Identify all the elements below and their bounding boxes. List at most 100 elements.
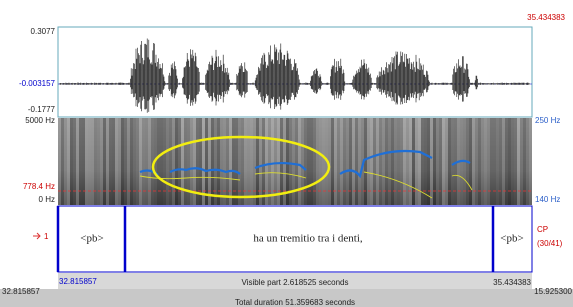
- spectrogram-column: [229, 118, 232, 205]
- spectrogram-column: [67, 118, 70, 205]
- spectrogram-column: [355, 118, 358, 205]
- spectrogram-column: [502, 118, 505, 205]
- spectrogram-column: [223, 118, 226, 205]
- spectrogram-column: [499, 118, 502, 205]
- spectrogram-column: [121, 118, 124, 205]
- spectrogram-column: [301, 118, 304, 205]
- spectrogram-column: [103, 118, 106, 205]
- spectrogram-column: [235, 118, 238, 205]
- spectrogram-column: [412, 118, 415, 205]
- spectrogram-column: [160, 118, 163, 205]
- spectrogram-column: [424, 118, 427, 205]
- spectrogram-column: [130, 118, 133, 205]
- spectrogram-column: [268, 118, 271, 205]
- spectrogram-column: [514, 118, 517, 205]
- spectrogram-column: [199, 118, 202, 205]
- spectrogram-column: [400, 118, 403, 205]
- visible-part: Visible part 2.618525 seconds: [241, 278, 348, 287]
- spectrogram-column: [139, 118, 142, 205]
- spectrogram-column: [76, 118, 79, 205]
- spectrogram-column: [64, 118, 67, 205]
- praat-editor: 0.3077 -0.003157 -0.1777 35.434383 5000 …: [0, 0, 573, 307]
- spectrogram-column: [487, 118, 490, 205]
- spectrogram-column: [85, 118, 88, 205]
- spectrogram-column: [334, 118, 337, 205]
- spectrogram-column: [418, 118, 421, 205]
- spectrogram-column: [508, 118, 511, 205]
- spectrogram-column: [127, 118, 130, 205]
- spectrogram-column: [250, 118, 253, 205]
- spectrogram-column: [202, 118, 205, 205]
- spectrogram-column: [445, 118, 448, 205]
- spectrogram-column: [358, 118, 361, 205]
- wave-mid: -0.003157: [19, 79, 56, 88]
- spectrogram-column: [58, 118, 61, 205]
- spectrogram-column: [436, 118, 439, 205]
- spectrogram-column: [214, 118, 217, 205]
- pitch-bottom: 140 Hz: [535, 195, 560, 204]
- spectrogram-column: [343, 118, 346, 205]
- spectrogram-column: [316, 118, 319, 205]
- spectrogram-column: [241, 118, 244, 205]
- spectrogram-column: [397, 118, 400, 205]
- spectrogram-column: [136, 118, 139, 205]
- spectrogram-column: [478, 118, 481, 205]
- spectrogram-column: [337, 118, 340, 205]
- spectrogram-column: [427, 118, 430, 205]
- spectrogram-column: [367, 118, 370, 205]
- visible-end: 35.434383: [493, 278, 531, 287]
- spectrogram-column: [163, 118, 166, 205]
- spectrogram-column: [451, 118, 454, 205]
- spectrogram-column: [217, 118, 220, 205]
- spectrogram-column: [511, 118, 514, 205]
- wave-max: 0.3077: [31, 27, 56, 36]
- spectrogram-column: [490, 118, 493, 205]
- spectrogram-column: [322, 118, 325, 205]
- spectrogram-column: [403, 118, 406, 205]
- spectrogram-column: [310, 118, 313, 205]
- spectrogram-column: [226, 118, 229, 205]
- spectrogram-column: [205, 118, 208, 205]
- interval-label[interactable]: <pb>: [500, 233, 523, 245]
- spectrogram-column: [382, 118, 385, 205]
- window-end-time: 35.434383: [527, 13, 565, 22]
- spectrogram-column: [307, 118, 310, 205]
- spectrogram-column: [274, 118, 277, 205]
- spectrogram-column: [277, 118, 280, 205]
- spectrogram-column: [259, 118, 262, 205]
- spectrogram-column: [88, 118, 91, 205]
- spectrogram-column: [70, 118, 73, 205]
- spectrogram-column: [61, 118, 64, 205]
- spectrogram-column: [79, 118, 82, 205]
- spectrogram-column: [304, 118, 307, 205]
- spec-bottom: 0 Hz: [39, 195, 55, 204]
- interval-label[interactable]: ha un tremitio tra i denti,: [253, 233, 363, 245]
- interval-label[interactable]: <pb>: [80, 233, 103, 245]
- visible-start: 32.815857: [59, 277, 97, 286]
- spectrogram-column: [73, 118, 76, 205]
- spectrogram-column: [331, 118, 334, 205]
- spectrogram-column: [388, 118, 391, 205]
- tier-number: 1: [44, 232, 49, 241]
- tier-count: (30/41): [537, 239, 563, 248]
- spectrogram-column: [346, 118, 349, 205]
- spectrogram-column: [262, 118, 265, 205]
- spectrogram-column: [373, 118, 376, 205]
- tier-name: CP: [537, 225, 548, 234]
- pitch-top: 250 Hz: [535, 116, 560, 125]
- spectrogram-column: [100, 118, 103, 205]
- spectrogram-column: [481, 118, 484, 205]
- spectrogram-column: [442, 118, 445, 205]
- spectrogram-column: [253, 118, 256, 205]
- spectrogram-column: [94, 118, 97, 205]
- spectrogram-column: [232, 118, 235, 205]
- spectrogram-column: [349, 118, 352, 205]
- spectrogram-column: [157, 118, 160, 205]
- spectrogram-column: [448, 118, 451, 205]
- wave-min: -0.1777: [28, 105, 56, 114]
- spectrogram-column: [82, 118, 85, 205]
- spectrogram-column: [118, 118, 121, 205]
- spectrogram-column: [439, 118, 442, 205]
- spectrogram-column: [271, 118, 274, 205]
- spectrogram-column: [433, 118, 436, 205]
